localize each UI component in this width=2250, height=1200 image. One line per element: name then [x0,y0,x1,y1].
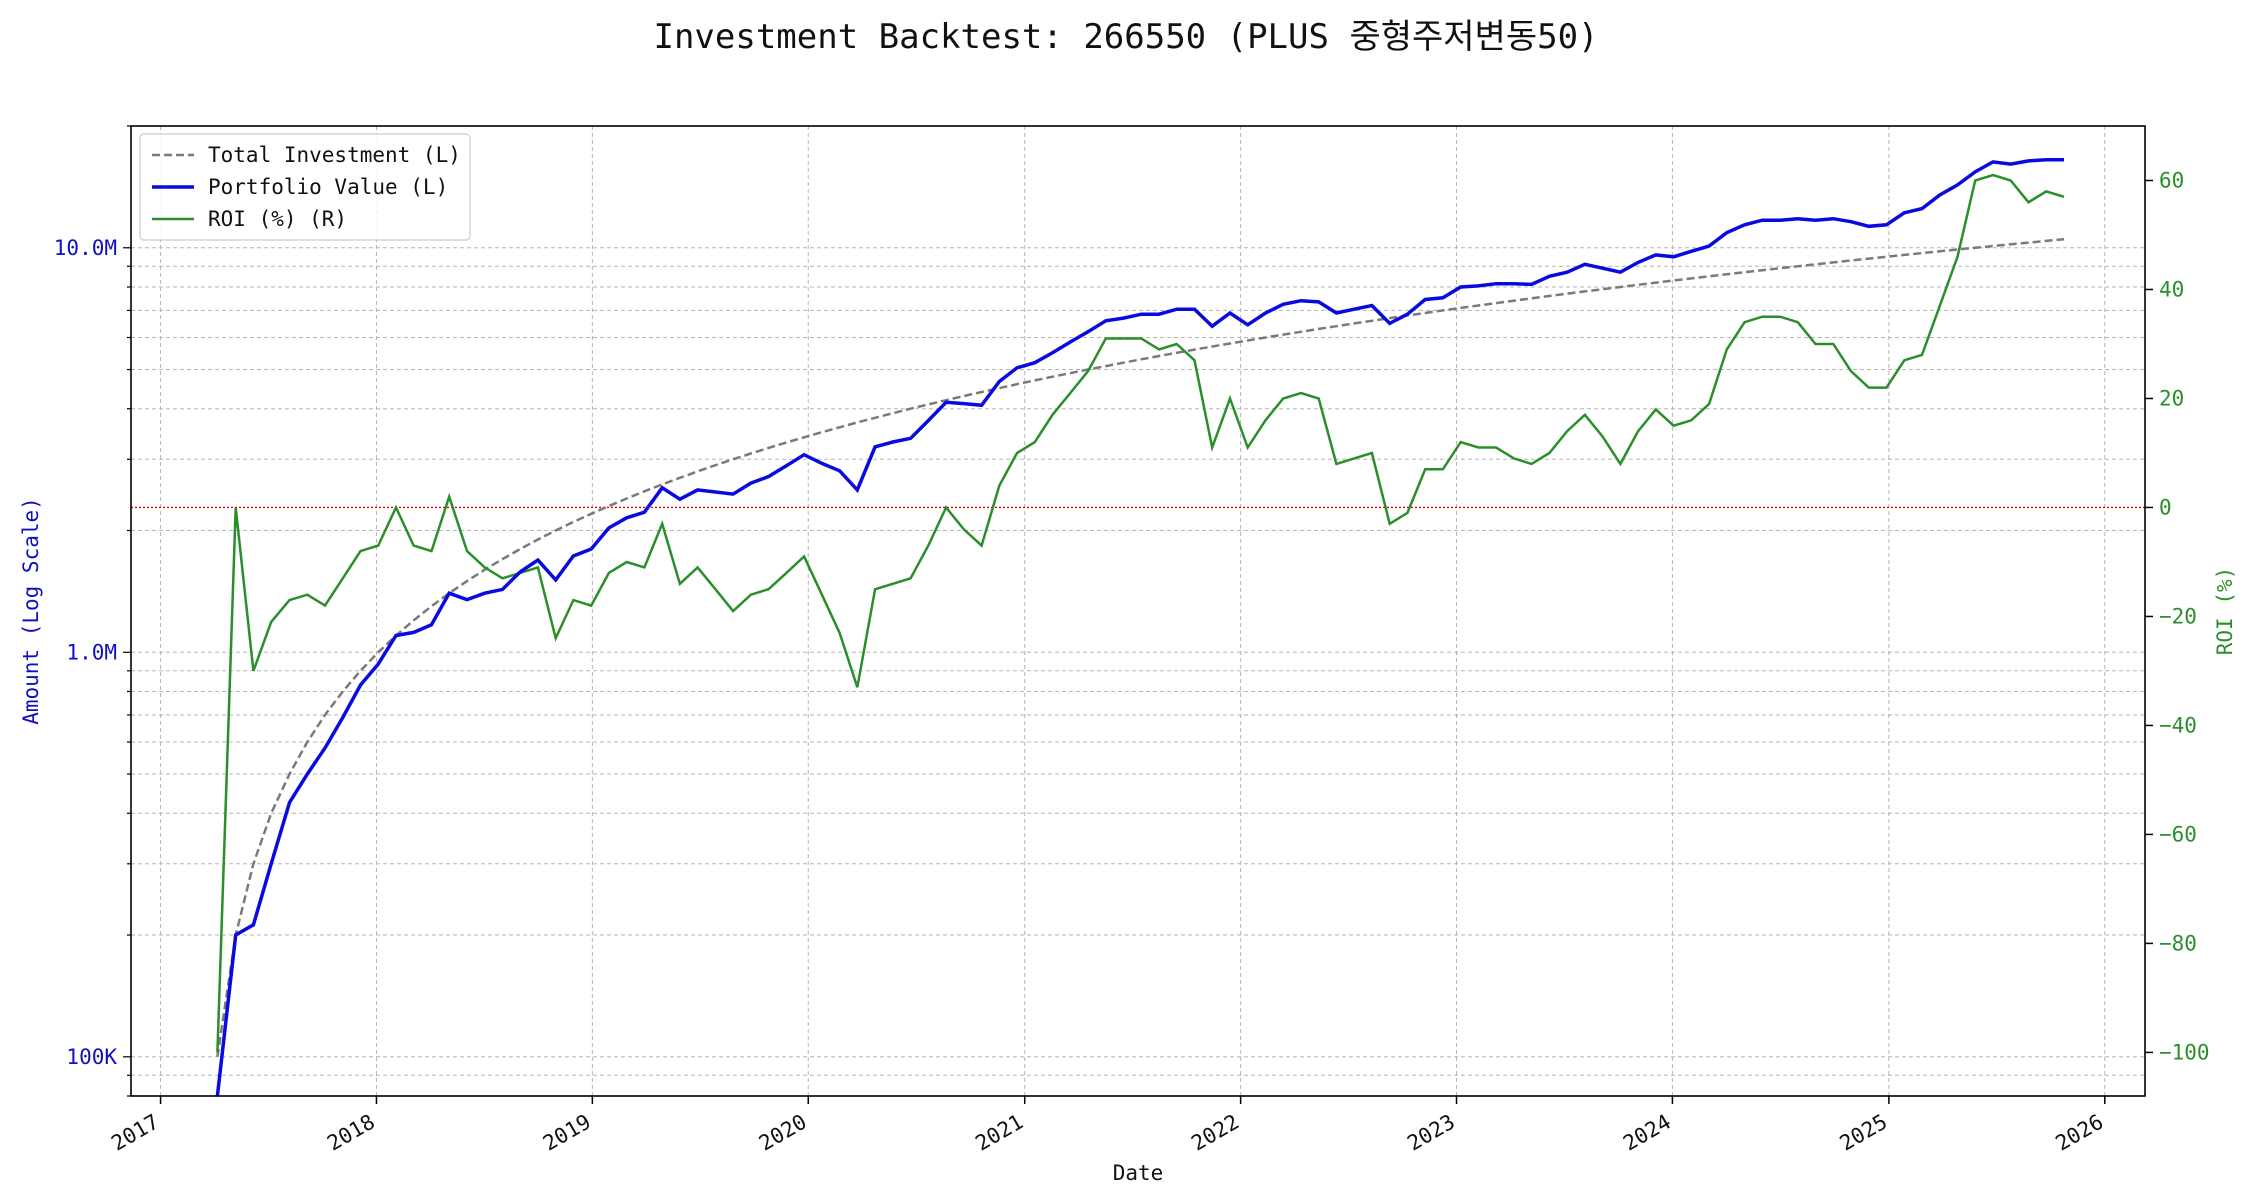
right-tick-label--80: −80 [2159,931,2197,955]
right-tick-label--40: −40 [2159,713,2197,737]
x-tick-label-2025: 2025 [1836,1110,1892,1156]
right-y-axis-label: ROI (%) [2213,567,2237,656]
plot-frame [130,125,2146,1097]
series-line-portfolio-value [215,158,2064,1096]
x-tick-label-2022: 2022 [1187,1110,1243,1156]
x-axis-label: Date [1113,1161,1164,1185]
series-line-roi [216,173,2065,1053]
gridlines [131,125,2145,1097]
right-tick-label-60: 60 [2159,168,2184,192]
right-tick-label-40: 40 [2159,277,2184,301]
x-tick-label-2021: 2021 [971,1110,1027,1156]
chart-title: Investment Backtest: 266550 (PLUS 중형주저변동… [653,17,1598,57]
left-tick-label-10.0M: 10.0M [54,236,117,260]
right-tick-label--60: −60 [2159,822,2197,846]
left-tick-label-1.0M: 1.0M [66,640,117,664]
right-tick-label-20: 20 [2159,386,2184,410]
series-line-total-investment [216,237,2065,1057]
right-y-axis-ticks: −100 −80 −60 −40 −20 0 20 40 60 [2145,168,2210,1064]
x-tick-label-2024: 2024 [1619,1110,1675,1156]
legend-label-investment: Total Investment (L) [208,143,461,167]
x-tick-label-2023: 2023 [1403,1110,1459,1156]
legend: Total Investment (L) Portfolio Value (L)… [139,133,471,241]
left-y-axis-label: Amount (Log Scale) [19,497,43,725]
x-tick-label-2019: 2019 [539,1110,595,1156]
left-tick-label-100K: 100K [66,1045,117,1069]
right-tick-label--20: −20 [2159,604,2197,628]
right-tick-label-0: 0 [2159,495,2172,519]
x-tick-label-2017: 2017 [107,1110,163,1156]
legend-box [139,133,471,241]
legend-label-portfolio: Portfolio Value (L) [208,175,448,199]
legend-label-roi: ROI (%) (R) [208,207,347,231]
x-tick-label-2020: 2020 [755,1110,811,1156]
x-axis-ticks: 2017 2018 2019 2020 2021 2022 2023 2024 2025 2026 [107,1096,2107,1156]
series-layer [215,158,2065,1096]
x-tick-label-2018: 2018 [323,1110,379,1156]
right-tick-label--100: −100 [2159,1040,2210,1064]
left-y-axis-ticks: 100K 1.0M 10.0M [54,125,131,1097]
x-tick-label-2026: 2026 [2051,1110,2107,1156]
